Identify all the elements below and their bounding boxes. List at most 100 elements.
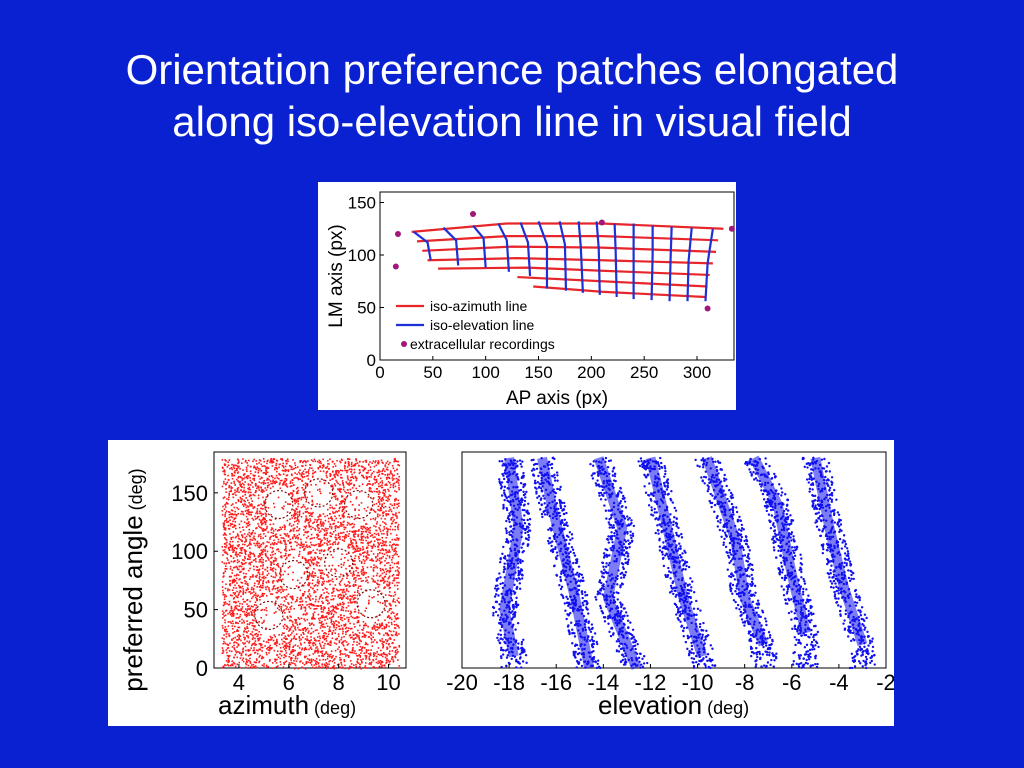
azimuth-point [394,521,397,524]
azimuth-point [340,502,343,505]
azimuth-point [317,640,320,642]
azimuth-point [327,549,330,551]
azimuth-point [233,596,236,599]
azimuth-point [309,467,311,469]
azimuth-point [321,620,323,623]
azimuth-point [289,518,291,520]
azimuth-point [254,629,257,631]
azimuth-point [262,508,264,510]
azimuth-point [244,645,247,648]
azimuth-point [294,600,297,603]
azimuth-point [233,630,236,633]
azimuth-point [343,528,346,531]
azimuth-point [346,616,348,619]
azimuth-point [357,587,360,589]
azimuth-point [364,662,367,664]
azimuth-point [260,514,263,517]
azimuth-point [308,603,311,606]
azimuth-point [279,646,282,649]
azimuth-point [257,523,259,525]
azimuth-point [296,579,299,582]
azimuth-point [249,563,252,566]
azimuth-point [313,637,315,640]
azimuth-point [354,533,357,535]
azimuth-point [333,474,335,477]
azimuth-point [381,461,384,464]
azimuth-point [243,630,246,632]
azimuth-point [330,621,332,624]
azimuth-point [227,559,229,561]
azimuth-point [243,630,245,633]
azimuth-point [283,653,286,656]
azimuth-point [279,479,282,482]
azimuth-point [390,621,393,624]
azimuth-point [302,483,305,486]
azimuth-point [297,516,299,518]
azimuth-point [344,627,347,630]
azimuth-point [385,468,388,471]
azimuth-point [233,601,235,603]
azimuth-point [377,483,380,485]
azimuth-point [322,654,324,656]
azimuth-point [241,659,244,661]
azimuth-point [268,484,270,486]
azimuth-point [382,653,385,655]
azimuth-point [332,556,334,559]
azimuth-point [292,578,294,581]
azimuth-point [264,546,267,549]
azimuth-point [285,588,288,591]
azimuth-point [377,475,380,477]
azimuth-point [223,598,226,601]
azimuth-point [284,649,287,652]
azimuth-point [285,485,288,487]
azimuth-point [256,542,259,545]
azimuth-point [321,464,324,467]
azimuth-point [349,598,351,601]
azimuth-point [265,489,268,491]
azimuth-point [395,649,397,652]
azimuth-point [274,576,276,579]
azimuth-point [293,500,296,502]
elevation-point [501,581,504,585]
azimuth-point [291,495,294,498]
azimuth-point [324,527,327,530]
azimuth-point [349,480,351,482]
azimuth-point [306,657,309,660]
azimuth-point [358,635,360,637]
azimuth-point [264,501,267,503]
azimuth-point [256,574,258,577]
azimuth-point [312,598,314,600]
azimuth-point [283,632,285,635]
azimuth-point [276,607,279,610]
azimuth-point [289,653,291,655]
azimuth-point [314,649,317,652]
azimuth-point [320,645,322,648]
azimuth-point [232,496,235,499]
azimuth-point [269,487,272,490]
azimuth-point [300,542,303,545]
azimuth-point [292,530,295,532]
azimuth-point [323,592,325,594]
azimuth-point [223,634,225,636]
azimuth-point [285,652,288,654]
azimuth-point [386,474,389,476]
azimuth-point [250,491,252,494]
azimuth-point [261,664,264,667]
azimuth-point [353,547,356,550]
azimuth-point [376,572,379,575]
azimuth-point [333,495,335,498]
azimuth-point [393,507,395,509]
azimuth-point [383,582,385,584]
azimuth-point [356,635,359,638]
azimuth-point [244,553,247,555]
azimuth-point [291,468,294,471]
elevation-point [503,562,506,565]
azimuth-point [314,639,317,641]
azimuth-point [321,539,323,542]
azimuth-point [271,569,273,571]
azimuth-point [244,637,247,639]
azimuth-point [397,499,400,502]
azimuth-point [303,571,306,573]
azimuth-point [306,635,308,638]
azimuth-point [305,628,308,631]
